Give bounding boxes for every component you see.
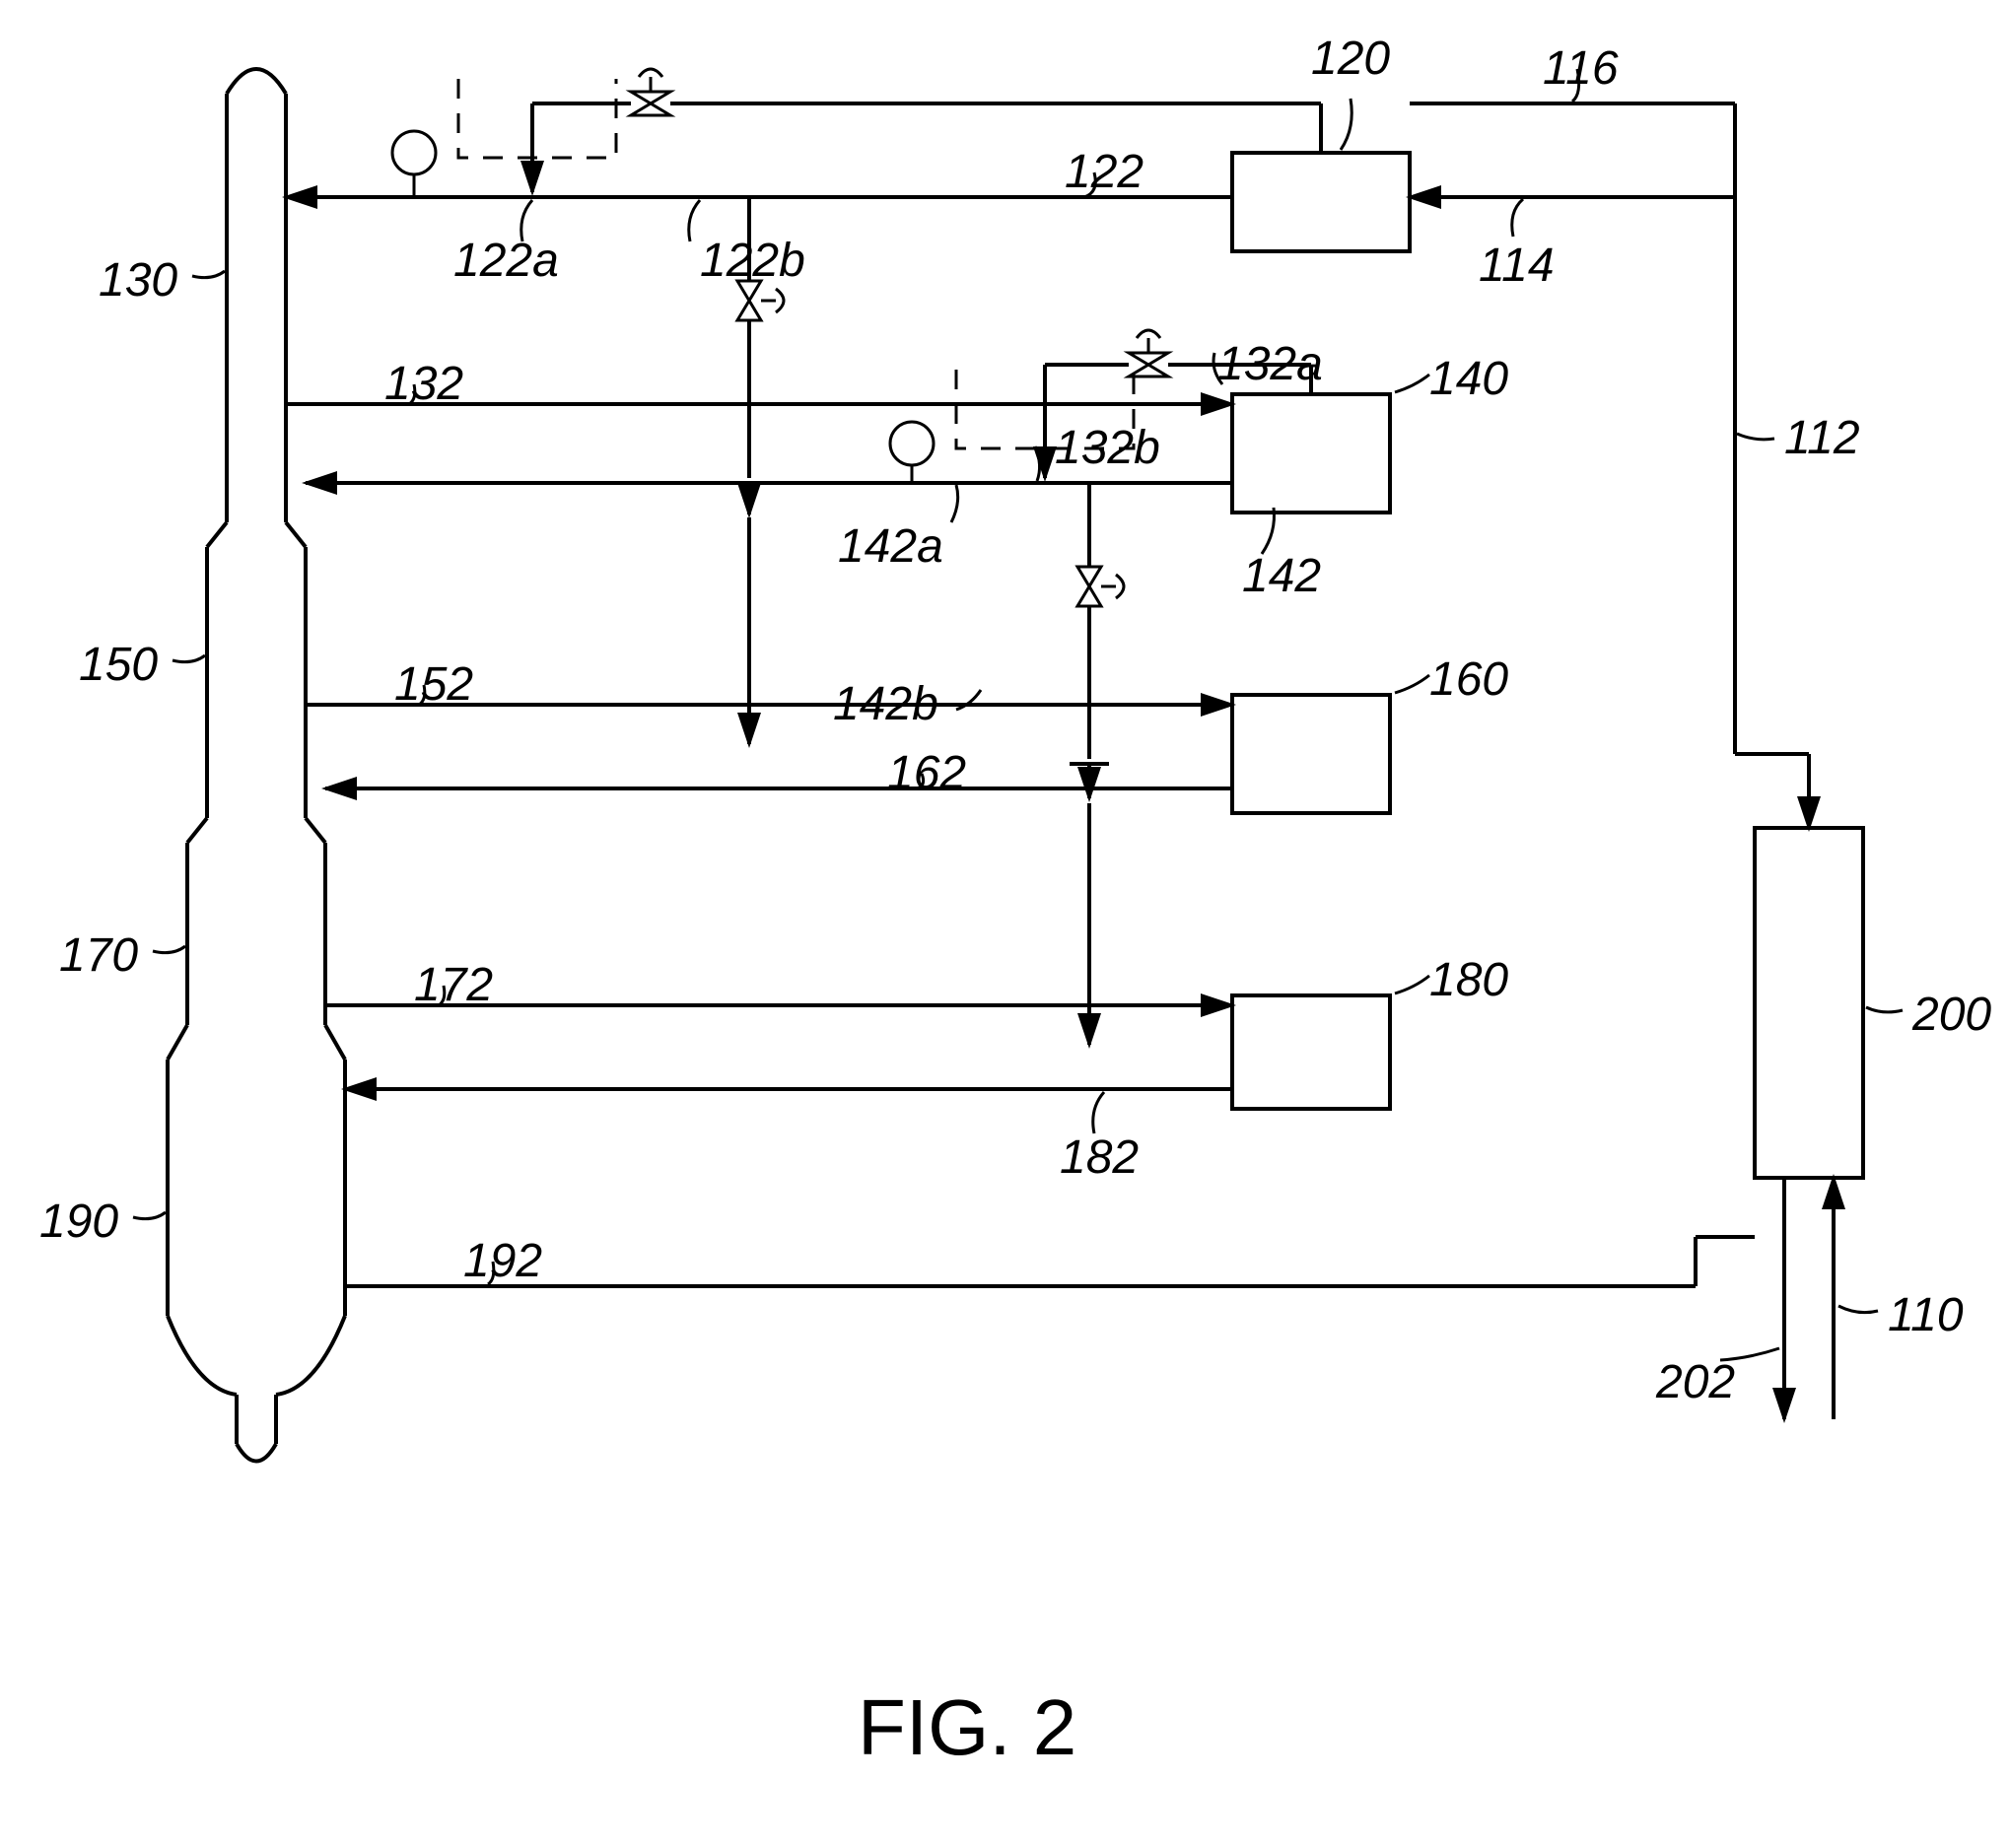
label-112: 112 — [1784, 412, 1860, 464]
leader-112 — [1737, 434, 1774, 440]
leader-180 — [1395, 976, 1429, 993]
valve-icon-1 — [631, 69, 670, 115]
leader-142 — [1262, 508, 1275, 554]
leader-190 — [133, 1212, 166, 1219]
label-170: 170 — [59, 929, 138, 982]
leader-122b — [689, 200, 700, 241]
label-180: 180 — [1429, 954, 1508, 1006]
leader-130 — [192, 271, 225, 278]
leader-110 — [1838, 1306, 1878, 1313]
label-110: 110 — [1888, 1289, 1964, 1341]
leader-120 — [1341, 99, 1352, 150]
valve-icon-2 — [737, 281, 784, 320]
label-116: 116 — [1543, 42, 1619, 95]
label-150: 150 — [79, 639, 158, 691]
label-172: 172 — [414, 959, 493, 1011]
label-120: 120 — [1311, 33, 1390, 85]
leader-150 — [173, 655, 205, 662]
label-132b: 132b — [1055, 422, 1160, 474]
label-192: 192 — [463, 1235, 542, 1287]
label-122: 122 — [1065, 146, 1144, 198]
label-122a: 122a — [453, 235, 559, 287]
leader-170 — [153, 946, 185, 953]
label-132: 132 — [384, 358, 463, 410]
leader-142a — [951, 485, 958, 522]
label-142a: 142a — [838, 520, 943, 573]
label-132a: 132a — [1217, 338, 1323, 390]
temp-sensor-icon-2 — [890, 422, 934, 483]
label-140: 140 — [1429, 353, 1508, 405]
box-160 — [1232, 695, 1390, 813]
label-182: 182 — [1060, 1131, 1139, 1184]
leader-182 — [1093, 1092, 1104, 1133]
label-142b: 142b — [833, 678, 938, 730]
leader-132b — [1035, 446, 1040, 481]
leader-114 — [1512, 199, 1523, 237]
temp-sensor-icon-1 — [392, 131, 436, 197]
box-140 — [1232, 394, 1390, 513]
valve-icon-4 — [1077, 567, 1124, 606]
figure-caption: FIG. 2 — [858, 1683, 1076, 1771]
box-200 — [1755, 828, 1863, 1178]
label-130: 130 — [99, 254, 177, 307]
label-160: 160 — [1429, 653, 1508, 706]
leader-140 — [1395, 375, 1429, 392]
label-202: 202 — [1655, 1356, 1735, 1408]
label-152: 152 — [394, 658, 473, 711]
dashed-control-1 — [458, 79, 616, 158]
box-180 — [1232, 995, 1390, 1109]
leader-200 — [1866, 1007, 1903, 1012]
label-190: 190 — [39, 1196, 118, 1248]
label-142: 142 — [1242, 550, 1321, 602]
label-122b: 122b — [700, 235, 805, 287]
label-200: 200 — [1911, 989, 1991, 1041]
label-114: 114 — [1479, 240, 1555, 292]
box-120 — [1232, 153, 1410, 251]
label-162: 162 — [887, 747, 966, 799]
leader-160 — [1395, 675, 1429, 693]
valve-icon-3 — [1129, 330, 1168, 376]
